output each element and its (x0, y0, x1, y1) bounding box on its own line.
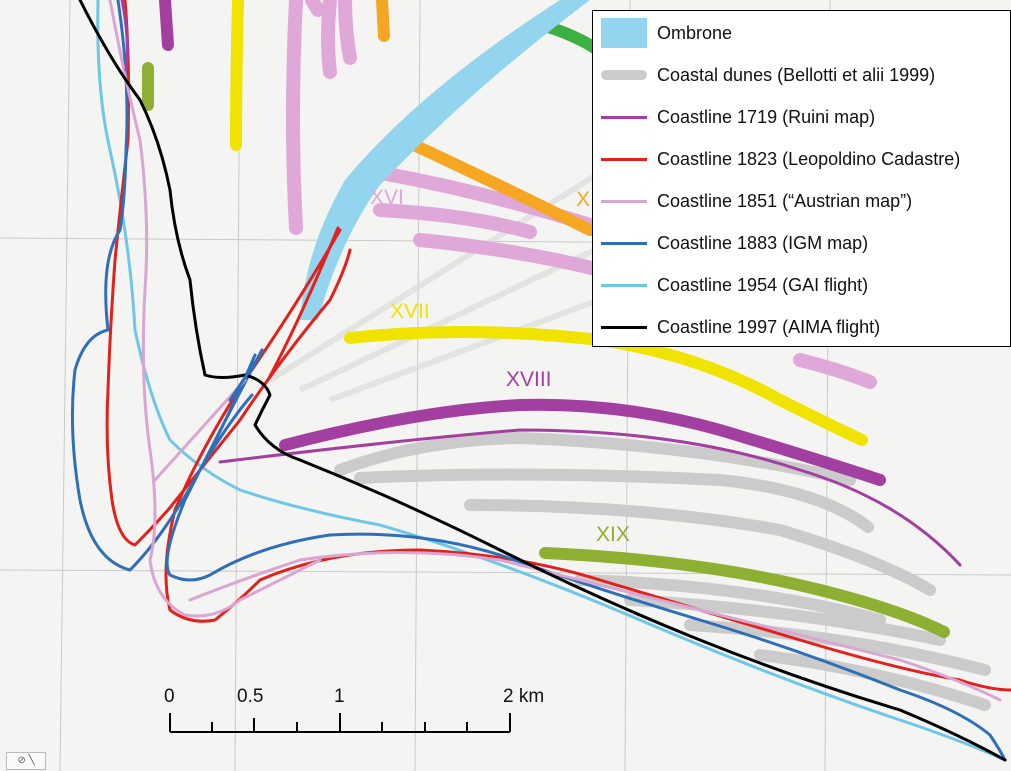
era-label-xvi: XVI (370, 186, 404, 209)
legend-item-ombrone: Ombrone (593, 13, 732, 53)
legend-label: Coastline 1954 (GAI flight) (657, 274, 869, 295)
dunes-green (539, 20, 604, 56)
coastlines (70, 0, 1011, 762)
dune-7 (754, 649, 991, 711)
legend-label: Coastline 1823 (Leopoldino Cadastre) (657, 148, 961, 169)
scale-tick-half: 0.5 (237, 686, 264, 707)
era-label-x: X (576, 188, 591, 211)
legend-item-coastline-1883: Coastline 1883 (IGM map) (593, 223, 868, 263)
legend-swatch-1823 (601, 157, 647, 161)
legend-swatch-1851 (601, 199, 647, 203)
legend-swatch-1883 (601, 241, 647, 245)
legend-label: Ombrone (657, 22, 733, 43)
dunes-xix (142, 62, 950, 638)
era-label-xix: XIX (596, 523, 630, 546)
scale-tick-0: 0 (164, 686, 175, 707)
coastal-dunes (334, 431, 991, 711)
dunes-xviii (159, 0, 962, 567)
scale-bar (169, 713, 511, 733)
legend-item-coastline-1997: Coastline 1997 (AIMA flight) (593, 307, 881, 346)
map-legend: Ombrone Coastal dunes (Bellotti et alii … (592, 10, 1011, 347)
legend-swatch-ombrone (601, 18, 647, 48)
legend-label: Coastline 1851 (“Austrian map”) (657, 190, 913, 211)
legend-label: Coastline 1997 (AIMA flight) (657, 316, 881, 337)
legend-label: Coastline 1883 (IGM map) (657, 232, 869, 253)
dune-4 (574, 574, 886, 626)
legend-label: Coastal dunes (Bellotti et alii 1999) (657, 64, 936, 85)
era-label-xvii: XVII (390, 300, 430, 323)
dune-2 (354, 468, 874, 533)
dune-1 (334, 431, 856, 486)
dunes-xvi (286, 0, 877, 389)
dune-3 (464, 499, 936, 596)
legend-item-coastline-1851: Coastline 1851 (“Austrian map”) (593, 181, 912, 221)
legend-swatch-1954 (601, 283, 647, 287)
image-tool-icon[interactable]: ⊘ ╲ (6, 752, 46, 770)
scale-tick-2km: 2 km (503, 686, 545, 707)
legend-item-coastline-1954: Coastline 1954 (GAI flight) (593, 265, 868, 305)
legend-item-coastline-1823: Coastline 1823 (Leopoldino Cadastre) (593, 139, 960, 179)
coastline-1883 (70, 0, 1007, 762)
legend-label: Coastline 1719 (Ruini map) (657, 106, 876, 127)
legend-swatch-1719 (601, 115, 647, 119)
legend-item-coastal-dunes: Coastal dunes (Bellotti et alii 1999) (593, 55, 935, 95)
legend-swatch-1997 (601, 325, 647, 329)
legend-item-coastline-1719: Coastline 1719 (Ruini map) (593, 97, 875, 137)
legend-swatch-dunes (601, 70, 647, 80)
dunes-orange (376, 0, 596, 236)
coastline-1719 (120, 0, 129, 72)
coastline-1997 (78, 0, 1007, 762)
dunes-xvii (230, 0, 868, 446)
scale-tick-1: 1 (334, 686, 345, 707)
era-label-xviii: XVIII (506, 368, 552, 391)
